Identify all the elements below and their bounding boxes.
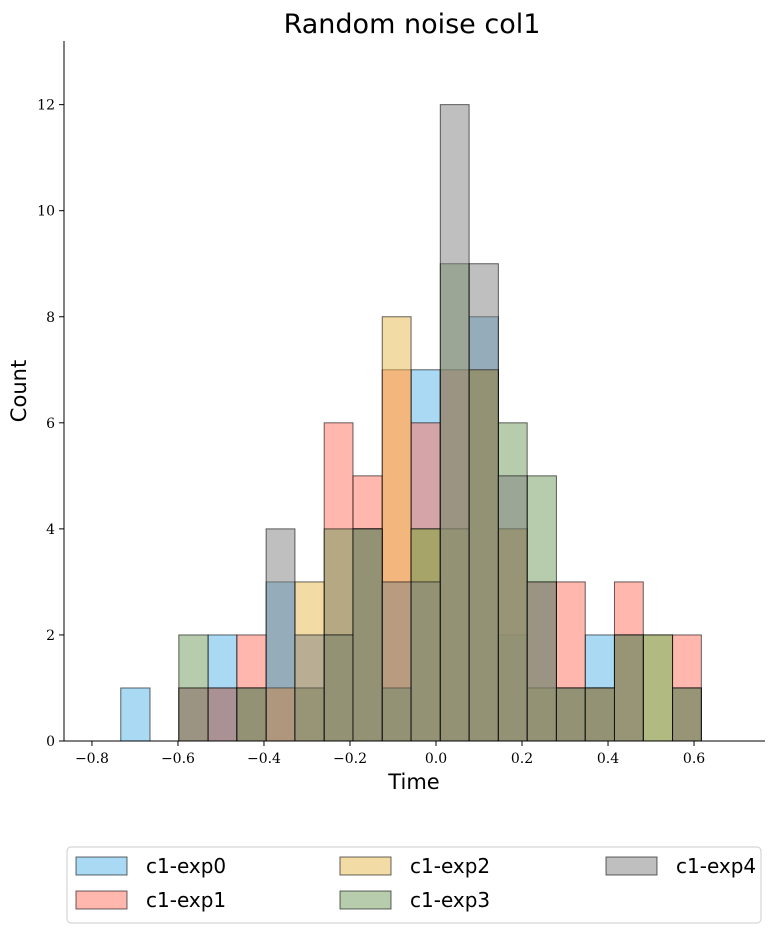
y-tick-label: 6 — [46, 416, 55, 432]
bars-layer — [120, 104, 702, 742]
x-tick-label: 0.2 — [511, 751, 533, 767]
x-tick-label: 0.0 — [425, 751, 447, 767]
series-c1-exp4 — [178, 104, 702, 742]
y-tick-label: 8 — [46, 310, 55, 326]
legend-swatch — [75, 890, 128, 910]
legend-swatch — [339, 890, 392, 910]
bar-c1-exp0-bin-0 — [120, 687, 151, 742]
legend-label: c1-exp4 — [676, 854, 756, 878]
x-axis-label: Time — [387, 770, 439, 794]
bar-c1-exp4-bin-6 — [294, 634, 325, 742]
bar-c1-exp4-bin-15 — [555, 687, 586, 742]
bar-c1-exp4-bin-17 — [613, 634, 644, 742]
y-axis-label: Count — [7, 360, 31, 422]
legend-swatch — [339, 856, 392, 876]
bar-c1-exp3-bin-18 — [642, 634, 674, 742]
chart-title: Random noise col1 — [284, 9, 541, 40]
legend-label: c1-exp3 — [410, 888, 490, 912]
y-tick-label: 10 — [37, 204, 55, 220]
legend-label: c1-exp0 — [146, 854, 226, 878]
axes-layer: −0.8 −0.6 −0.4 −0.2 0.0 0.2 0.4 0.6 0 2 4 6 8 10 12 — [37, 41, 765, 767]
bar-c1-exp4-bin-7 — [323, 634, 354, 742]
bar-c1-exp4-bin-10 — [410, 581, 441, 742]
bar-c1-exp4-bin-3 — [207, 687, 238, 742]
legend-item-c1-exp1: c1-exp1 — [75, 888, 226, 912]
y-tick-label: 2 — [46, 628, 55, 644]
bar-c1-exp4-bin-2 — [178, 687, 209, 742]
legend-item-c1-exp3: c1-exp3 — [339, 888, 490, 912]
legend-item-c1-exp0: c1-exp0 — [75, 854, 226, 878]
x-tick-label: −0.8 — [75, 751, 109, 767]
legend-item-c1-exp4: c1-exp4 — [605, 854, 756, 878]
bar-c1-exp4-bin-16 — [584, 687, 615, 742]
x-tick-label: −0.6 — [161, 751, 195, 767]
bar-c1-exp4-bin-5 — [265, 528, 296, 742]
y-tick-label: 4 — [46, 522, 55, 538]
legend-swatch — [605, 856, 658, 876]
x-tick-label: 0.6 — [683, 751, 705, 767]
bar-c1-exp4-bin-13 — [497, 475, 528, 742]
legend-frame — [66, 846, 762, 924]
bar-c1-exp4-bin-12 — [468, 263, 499, 742]
bar-c1-exp4-bin-8 — [352, 528, 383, 742]
bar-c1-exp4-bin-11 — [439, 104, 470, 742]
legend-item-c1-exp2: c1-exp2 — [339, 854, 490, 878]
y-tick-label: 0 — [46, 734, 55, 750]
legend-swatch — [75, 856, 128, 876]
x-tick-label: 0.4 — [597, 751, 619, 767]
legend-label: c1-exp2 — [410, 854, 490, 878]
legend-label: c1-exp1 — [146, 888, 226, 912]
bar-c1-exp4-bin-19 — [672, 687, 702, 742]
x-tick-label: −0.4 — [247, 751, 281, 767]
x-tick-label: −0.2 — [333, 751, 367, 767]
bar-c1-exp4-bin-14 — [526, 581, 557, 742]
legend: c1-exp0 c1-exp1 c1-exp2 c1-exp3 c1-exp4 — [66, 846, 762, 924]
bar-c1-exp4-bin-9 — [381, 581, 412, 742]
bar-c1-exp4-bin-4 — [236, 687, 267, 742]
y-tick-label: 12 — [37, 98, 55, 114]
